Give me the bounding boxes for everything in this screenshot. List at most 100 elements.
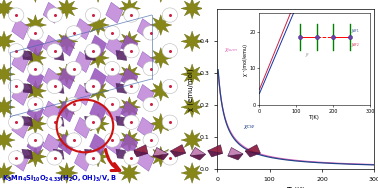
- Polygon shape: [150, 0, 172, 2]
- Circle shape: [47, 44, 62, 58]
- Polygon shape: [58, 134, 75, 155]
- Polygon shape: [118, 163, 141, 183]
- Polygon shape: [74, 150, 91, 171]
- Polygon shape: [0, 130, 15, 150]
- Circle shape: [162, 44, 178, 58]
- Circle shape: [124, 8, 139, 22]
- Polygon shape: [43, 35, 60, 56]
- Text: $J_F$: $J_F$: [305, 51, 311, 58]
- Polygon shape: [106, 2, 123, 23]
- Text: $J_{AF2}$: $J_{AF2}$: [351, 41, 360, 49]
- Polygon shape: [43, 134, 60, 155]
- Circle shape: [85, 79, 101, 94]
- Circle shape: [105, 133, 120, 147]
- Polygon shape: [22, 83, 33, 93]
- Polygon shape: [106, 134, 123, 155]
- Circle shape: [162, 8, 178, 22]
- Polygon shape: [87, 113, 109, 134]
- Polygon shape: [27, 68, 44, 89]
- Circle shape: [105, 97, 120, 111]
- Polygon shape: [121, 68, 138, 89]
- Text: $\mathbf{K_3Mn_4Si_{10}O_{24.33}(H_2O,OH)_3/V,B}$: $\mathbf{K_3Mn_4Si_{10}O_{24.33}(H_2O,OH…: [2, 174, 117, 184]
- Polygon shape: [87, 0, 109, 2]
- Circle shape: [105, 26, 120, 40]
- Polygon shape: [27, 134, 44, 155]
- Polygon shape: [0, 31, 15, 52]
- Polygon shape: [58, 68, 75, 89]
- Polygon shape: [170, 151, 186, 157]
- Circle shape: [66, 26, 82, 40]
- Polygon shape: [106, 35, 123, 56]
- Polygon shape: [181, 64, 203, 85]
- Polygon shape: [181, 163, 203, 183]
- Circle shape: [162, 115, 178, 129]
- Polygon shape: [74, 52, 91, 73]
- Polygon shape: [150, 146, 172, 167]
- Polygon shape: [53, 149, 64, 159]
- Circle shape: [47, 8, 62, 22]
- Circle shape: [28, 97, 43, 111]
- Circle shape: [143, 97, 158, 111]
- Polygon shape: [116, 116, 127, 126]
- Polygon shape: [53, 83, 64, 93]
- Circle shape: [8, 8, 24, 22]
- Polygon shape: [90, 35, 107, 56]
- Circle shape: [143, 61, 158, 76]
- Polygon shape: [85, 116, 95, 126]
- Circle shape: [8, 115, 24, 129]
- Polygon shape: [74, 84, 91, 105]
- Circle shape: [66, 133, 82, 147]
- Circle shape: [105, 61, 120, 76]
- Polygon shape: [137, 84, 154, 105]
- Polygon shape: [118, 64, 141, 85]
- Polygon shape: [118, 0, 141, 19]
- Polygon shape: [121, 134, 138, 155]
- Circle shape: [28, 61, 43, 76]
- Circle shape: [124, 151, 139, 165]
- Polygon shape: [90, 134, 107, 155]
- Circle shape: [66, 61, 82, 76]
- Polygon shape: [0, 0, 15, 19]
- Polygon shape: [116, 50, 127, 61]
- Polygon shape: [24, 15, 46, 35]
- Polygon shape: [181, 31, 203, 52]
- Polygon shape: [53, 116, 64, 126]
- Polygon shape: [150, 113, 172, 134]
- Polygon shape: [190, 154, 206, 160]
- Circle shape: [28, 26, 43, 40]
- Polygon shape: [56, 163, 78, 183]
- Polygon shape: [87, 15, 109, 35]
- Polygon shape: [58, 35, 75, 56]
- Circle shape: [85, 151, 101, 165]
- Circle shape: [85, 8, 101, 22]
- Polygon shape: [150, 48, 172, 68]
- Polygon shape: [118, 130, 141, 150]
- Polygon shape: [170, 145, 186, 153]
- Circle shape: [124, 44, 139, 58]
- Polygon shape: [22, 149, 33, 159]
- Polygon shape: [43, 2, 60, 23]
- Polygon shape: [87, 80, 109, 101]
- Polygon shape: [24, 113, 46, 134]
- Polygon shape: [85, 149, 95, 159]
- X-axis label: T(K): T(K): [309, 115, 320, 120]
- Polygon shape: [106, 101, 123, 122]
- Polygon shape: [27, 101, 44, 122]
- Circle shape: [162, 79, 178, 94]
- Polygon shape: [245, 151, 260, 157]
- Circle shape: [124, 79, 139, 94]
- Polygon shape: [116, 149, 127, 159]
- Polygon shape: [24, 48, 46, 68]
- Polygon shape: [74, 117, 91, 138]
- Polygon shape: [56, 0, 78, 19]
- Polygon shape: [137, 19, 154, 40]
- Polygon shape: [137, 150, 154, 171]
- Polygon shape: [150, 80, 172, 101]
- Polygon shape: [118, 97, 141, 118]
- Polygon shape: [190, 147, 206, 156]
- Circle shape: [85, 115, 101, 129]
- Polygon shape: [0, 163, 15, 183]
- Polygon shape: [22, 50, 33, 61]
- Circle shape: [47, 79, 62, 94]
- Text: $J_{AF1}$: $J_{AF1}$: [351, 27, 360, 35]
